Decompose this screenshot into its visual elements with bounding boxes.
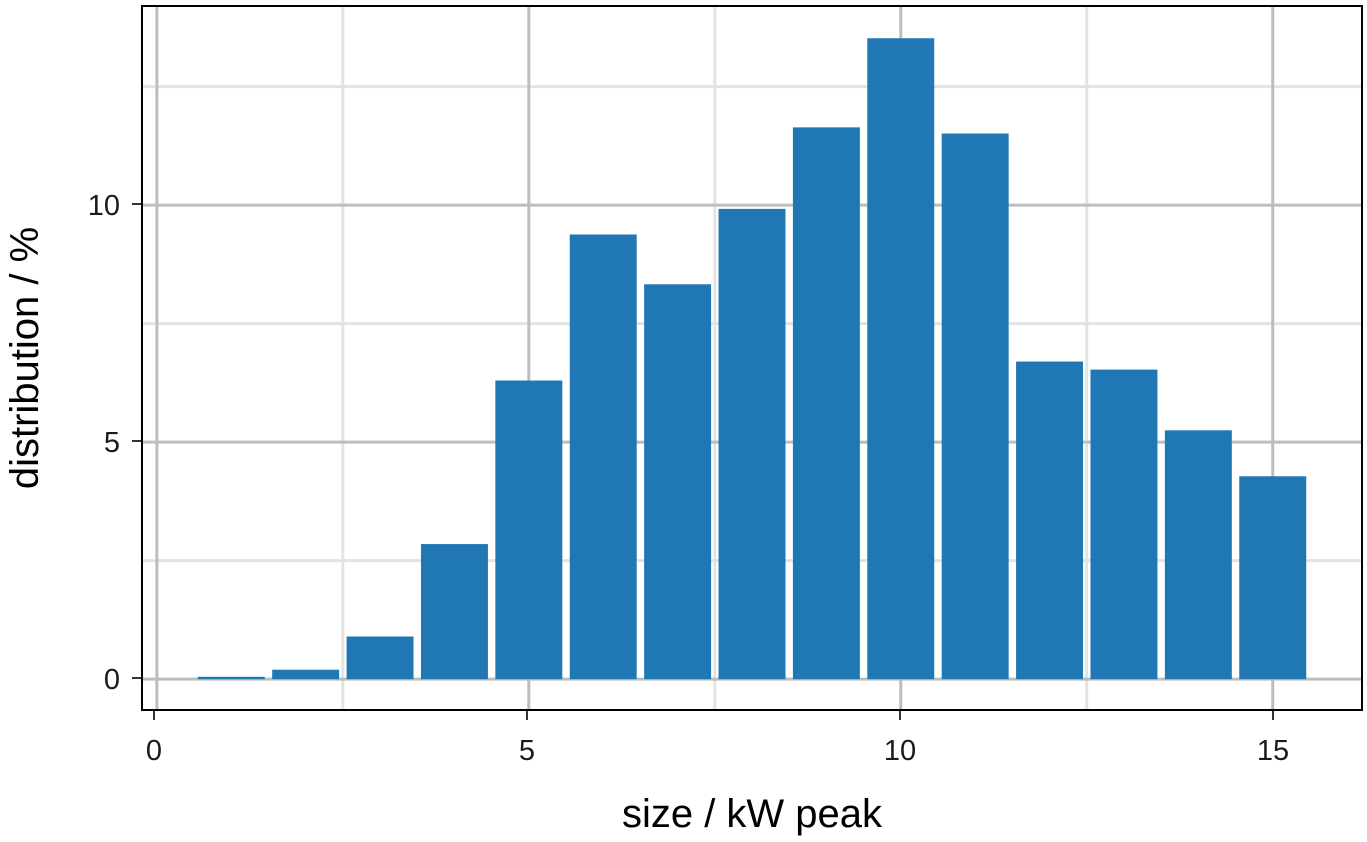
bar xyxy=(1239,476,1307,680)
x-axis: 0 5 10 15 xyxy=(146,711,1289,767)
y-tick-label: 10 xyxy=(88,190,120,222)
bar xyxy=(346,636,414,680)
bar xyxy=(272,669,340,680)
bar xyxy=(1016,361,1084,680)
x-tick-label: 15 xyxy=(1257,735,1289,767)
plot-panel-border xyxy=(141,5,1363,711)
bar xyxy=(1164,430,1232,680)
x-tick-label: 5 xyxy=(519,735,535,767)
bar xyxy=(197,676,265,680)
bar xyxy=(792,127,860,680)
bar xyxy=(569,234,637,680)
x-axis-title: size / kW peak xyxy=(622,792,883,836)
bar xyxy=(941,133,1009,680)
y-tick-label: 0 xyxy=(104,664,120,696)
x-tick-label: 10 xyxy=(884,735,916,767)
y-tick-label: 5 xyxy=(104,427,120,459)
x-tick-label: 0 xyxy=(146,735,162,767)
bar xyxy=(718,208,786,680)
bar xyxy=(1090,369,1158,680)
y-axis: 0 5 10 xyxy=(88,190,141,696)
bar xyxy=(867,38,935,680)
bar xyxy=(644,284,712,680)
bars-group xyxy=(197,38,1307,680)
bar xyxy=(420,544,488,680)
y-axis-title: distribution / % xyxy=(3,227,47,489)
bar xyxy=(495,380,563,680)
